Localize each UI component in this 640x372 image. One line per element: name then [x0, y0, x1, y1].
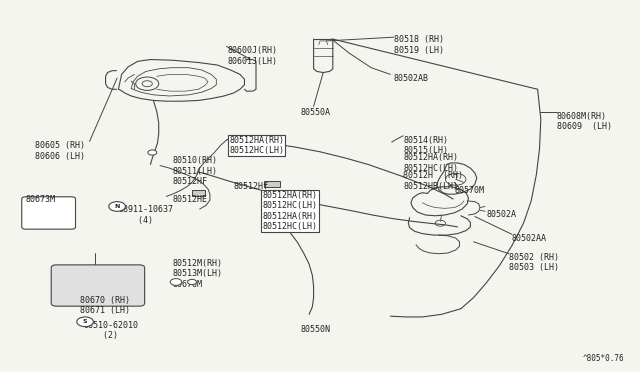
- Text: 80502 (RH)
80503 (LH): 80502 (RH) 80503 (LH): [509, 253, 559, 272]
- Text: ^805*0.76: ^805*0.76: [582, 354, 624, 363]
- Text: N: N: [115, 204, 120, 209]
- Text: 80512HA(RH)
80512HC(LH): 80512HA(RH) 80512HC(LH): [229, 136, 284, 155]
- Text: 80570M: 80570M: [454, 186, 484, 195]
- FancyBboxPatch shape: [51, 265, 145, 306]
- Text: 80518 (RH)
80519 (LH): 80518 (RH) 80519 (LH): [394, 35, 444, 55]
- Text: 80512M(RH)
80513M(LH): 80512M(RH) 80513M(LH): [173, 259, 223, 278]
- Bar: [264, 181, 280, 187]
- Circle shape: [109, 202, 125, 211]
- Text: 80502AB: 80502AB: [394, 74, 429, 83]
- FancyBboxPatch shape: [22, 197, 76, 229]
- Text: 80512Hf: 80512Hf: [234, 182, 269, 191]
- Text: 80550A: 80550A: [301, 108, 331, 117]
- Bar: [192, 190, 205, 196]
- Text: 80502A: 80502A: [486, 210, 516, 219]
- Text: 80673M: 80673M: [26, 195, 56, 204]
- Text: 80670 (RH)
80671 (LH): 80670 (RH) 80671 (LH): [80, 296, 130, 315]
- Text: 80512HE: 80512HE: [173, 195, 208, 204]
- Text: 80510(RH)
80511(LH)
80512HF: 80510(RH) 80511(LH) 80512HF: [173, 156, 218, 186]
- Text: 80608M(RH)
80609  (LH): 80608M(RH) 80609 (LH): [557, 112, 612, 131]
- Text: 80514(RH)
80515(LH): 80514(RH) 80515(LH): [403, 136, 448, 155]
- Text: 08510-62010
    (2): 08510-62010 (2): [83, 321, 138, 340]
- Text: 80550N: 80550N: [301, 326, 331, 334]
- Text: 08911-10637
    (4): 08911-10637 (4): [118, 205, 173, 225]
- Circle shape: [188, 279, 196, 285]
- Text: 80512H  (RH)
80512HB(LH): 80512H (RH) 80512HB(LH): [403, 171, 463, 190]
- Text: 80676M: 80676M: [173, 280, 203, 289]
- Text: 80512HA(RH)
80512HC(LH): 80512HA(RH) 80512HC(LH): [403, 153, 458, 173]
- Circle shape: [77, 317, 93, 327]
- Text: 80502AA: 80502AA: [512, 234, 547, 243]
- Text: 80605 (RH)
80606 (LH): 80605 (RH) 80606 (LH): [35, 141, 85, 161]
- Text: S: S: [83, 319, 88, 324]
- Circle shape: [148, 150, 157, 155]
- Circle shape: [170, 279, 182, 285]
- Text: 80512HA(RH)
80512HC(LH)
80512HA(RH)
80512HC(LH): 80512HA(RH) 80512HC(LH) 80512HA(RH) 8051…: [262, 191, 317, 231]
- Text: 80600J(RH)
80601J(LH): 80600J(RH) 80601J(LH): [227, 46, 277, 66]
